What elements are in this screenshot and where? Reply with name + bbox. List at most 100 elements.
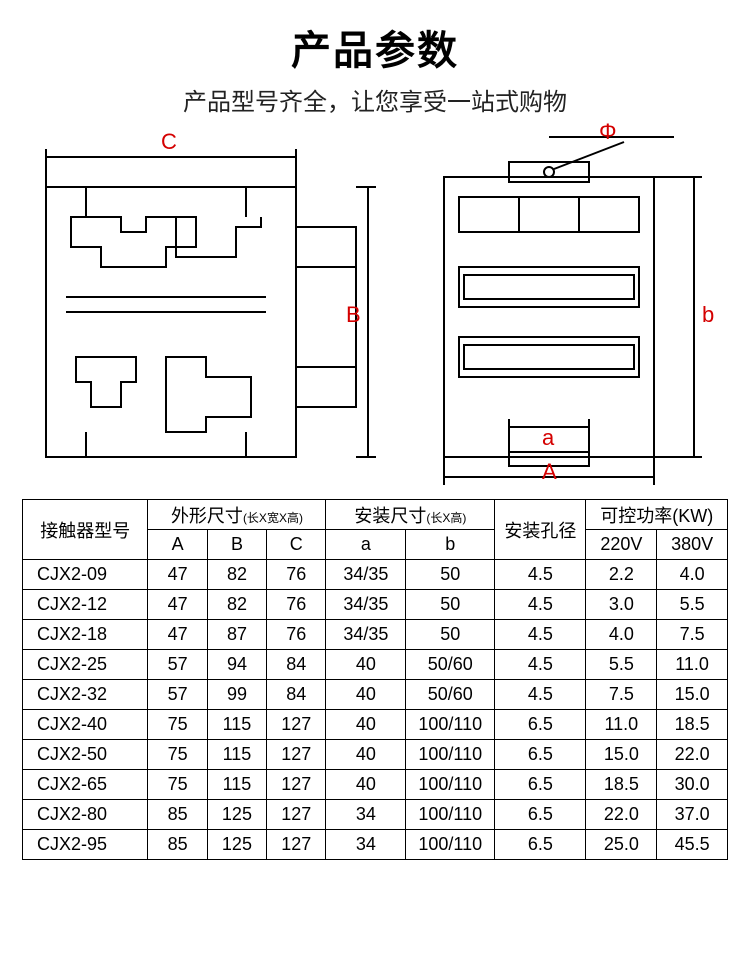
cell-v380: 37.0 bbox=[657, 800, 728, 830]
cell-b: 100/110 bbox=[406, 830, 495, 860]
cell-b: 50 bbox=[406, 620, 495, 650]
cell-C: 127 bbox=[267, 740, 326, 770]
cell-C: 127 bbox=[267, 800, 326, 830]
cell-A: 75 bbox=[148, 710, 207, 740]
cell-v220: 15.0 bbox=[586, 740, 657, 770]
cell-B: 115 bbox=[207, 740, 266, 770]
cell-model: CJX2-40 bbox=[23, 710, 148, 740]
cell-B: 115 bbox=[207, 770, 266, 800]
cell-a: 34 bbox=[326, 830, 406, 860]
cell-b: 50/60 bbox=[406, 650, 495, 680]
spec-table-head: 接触器型号 外形尺寸(长X宽X高) 安装尺寸(长X高) 安装孔径 可控功率(KW… bbox=[23, 500, 728, 560]
dim-label-b-lower: b bbox=[702, 302, 714, 328]
cell-B: 99 bbox=[207, 680, 266, 710]
cell-hole: 6.5 bbox=[495, 710, 586, 740]
cell-hole: 6.5 bbox=[495, 830, 586, 860]
cell-b: 100/110 bbox=[406, 710, 495, 740]
cell-model: CJX2-65 bbox=[23, 770, 148, 800]
cell-b: 50/60 bbox=[406, 680, 495, 710]
cell-v220: 2.2 bbox=[586, 560, 657, 590]
cell-b: 100/110 bbox=[406, 770, 495, 800]
cell-v220: 5.5 bbox=[586, 650, 657, 680]
cell-v380: 22.0 bbox=[657, 740, 728, 770]
diagram-right-svg bbox=[404, 127, 724, 487]
col-b-upper: B bbox=[207, 530, 266, 560]
cell-C: 76 bbox=[267, 590, 326, 620]
cell-A: 47 bbox=[148, 560, 207, 590]
cell-model: CJX2-50 bbox=[23, 740, 148, 770]
table-row: CJX2-325799844050/604.57.515.0 bbox=[23, 680, 728, 710]
cell-a: 34/35 bbox=[326, 620, 406, 650]
cell-A: 75 bbox=[148, 740, 207, 770]
cell-C: 76 bbox=[267, 620, 326, 650]
cell-b: 100/110 bbox=[406, 740, 495, 770]
table-row: CJX2-1247827634/35504.53.05.5 bbox=[23, 590, 728, 620]
cell-b: 50 bbox=[406, 560, 495, 590]
cell-A: 47 bbox=[148, 590, 207, 620]
table-row: CJX2-958512512734100/1106.525.045.5 bbox=[23, 830, 728, 860]
cell-B: 115 bbox=[207, 710, 266, 740]
cell-A: 57 bbox=[148, 680, 207, 710]
cell-v220: 3.0 bbox=[586, 590, 657, 620]
cell-a: 40 bbox=[326, 770, 406, 800]
cell-a: 40 bbox=[326, 710, 406, 740]
cell-A: 85 bbox=[148, 800, 207, 830]
cell-C: 127 bbox=[267, 830, 326, 860]
spec-table: 接触器型号 外形尺寸(长X宽X高) 安装尺寸(长X高) 安装孔径 可控功率(KW… bbox=[22, 499, 728, 860]
cell-A: 85 bbox=[148, 830, 207, 860]
cell-hole: 6.5 bbox=[495, 800, 586, 830]
cell-A: 57 bbox=[148, 650, 207, 680]
cell-v380: 11.0 bbox=[657, 650, 728, 680]
cell-v380: 30.0 bbox=[657, 770, 728, 800]
cell-a: 40 bbox=[326, 680, 406, 710]
page-subtitle: 产品型号齐全，让您享受一站式购物 bbox=[0, 82, 750, 117]
diagram-front-view: Φ a A b bbox=[404, 127, 724, 487]
cell-a: 40 bbox=[326, 650, 406, 680]
col-outer-dim-note: (长X宽X高) bbox=[243, 511, 303, 525]
cell-v380: 4.0 bbox=[657, 560, 728, 590]
spec-table-body: CJX2-0947827634/35504.52.24.0CJX2-124782… bbox=[23, 560, 728, 860]
cell-C: 127 bbox=[267, 770, 326, 800]
table-row: CJX2-255794844050/604.55.511.0 bbox=[23, 650, 728, 680]
cell-a: 34 bbox=[326, 800, 406, 830]
cell-model: CJX2-80 bbox=[23, 800, 148, 830]
cell-a: 34/35 bbox=[326, 590, 406, 620]
cell-hole: 4.5 bbox=[495, 680, 586, 710]
cell-b: 50 bbox=[406, 590, 495, 620]
cell-hole: 6.5 bbox=[495, 740, 586, 770]
col-install-dim-label: 安装尺寸 bbox=[354, 506, 426, 526]
cell-b: 100/110 bbox=[406, 800, 495, 830]
cell-A: 47 bbox=[148, 620, 207, 650]
col-outer-dim: 外形尺寸(长X宽X高) bbox=[148, 500, 326, 530]
table-row: CJX2-0947827634/35504.52.24.0 bbox=[23, 560, 728, 590]
cell-v220: 18.5 bbox=[586, 770, 657, 800]
col-outer-dim-label: 外形尺寸 bbox=[171, 506, 243, 526]
cell-B: 125 bbox=[207, 830, 266, 860]
col-a-upper: A bbox=[148, 530, 207, 560]
dim-label-b-upper: B bbox=[346, 302, 361, 328]
cell-C: 76 bbox=[267, 560, 326, 590]
col-install-dim-note: (长X高) bbox=[426, 511, 466, 525]
page-title: 产品参数 bbox=[0, 18, 750, 76]
cell-model: CJX2-09 bbox=[23, 560, 148, 590]
dim-label-c: C bbox=[161, 129, 177, 155]
cell-B: 87 bbox=[207, 620, 266, 650]
cell-v380: 45.5 bbox=[657, 830, 728, 860]
col-c-upper: C bbox=[267, 530, 326, 560]
col-hole: 安装孔径 bbox=[495, 500, 586, 560]
cell-v380: 5.5 bbox=[657, 590, 728, 620]
cell-v220: 22.0 bbox=[586, 800, 657, 830]
spec-table-wrap: 接触器型号 外形尺寸(长X宽X高) 安装尺寸(长X高) 安装孔径 可控功率(KW… bbox=[0, 487, 750, 860]
cell-model: CJX2-25 bbox=[23, 650, 148, 680]
col-380v: 380V bbox=[657, 530, 728, 560]
cell-model: CJX2-32 bbox=[23, 680, 148, 710]
cell-v220: 4.0 bbox=[586, 620, 657, 650]
cell-C: 127 bbox=[267, 710, 326, 740]
diagram-left-svg bbox=[26, 127, 376, 487]
dim-label-a-lower: a bbox=[542, 425, 554, 451]
col-a-lower: a bbox=[326, 530, 406, 560]
cell-hole: 6.5 bbox=[495, 770, 586, 800]
table-row: CJX2-1847877634/35504.54.07.5 bbox=[23, 620, 728, 650]
cell-C: 84 bbox=[267, 650, 326, 680]
cell-v220: 7.5 bbox=[586, 680, 657, 710]
